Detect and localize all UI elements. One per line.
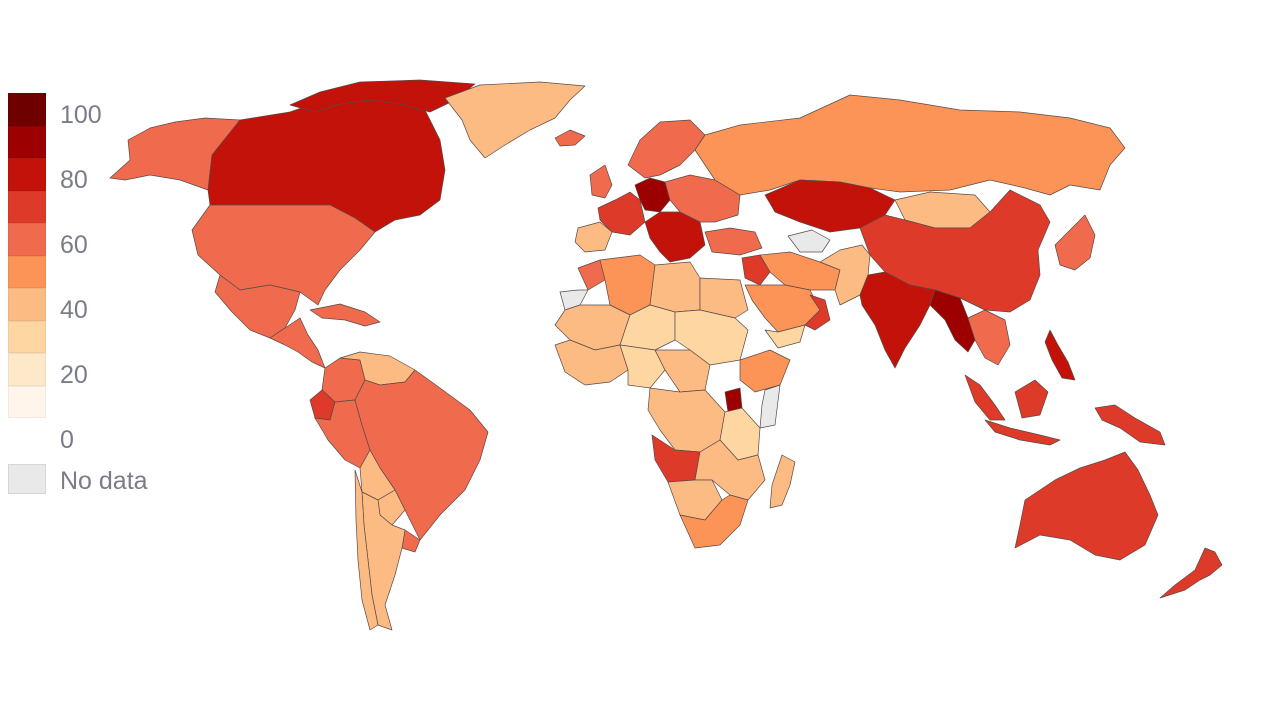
region-india[interactable] bbox=[859, 271, 936, 369]
region-papua[interactable] bbox=[1094, 404, 1166, 446]
region-australia[interactable] bbox=[1014, 451, 1159, 561]
legend-swatch-4 bbox=[8, 223, 46, 256]
legend-swatch-8 bbox=[8, 353, 46, 386]
color-legend: 100 80 60 40 20 0 No data bbox=[8, 93, 208, 503]
region-italy-balkans[interactable] bbox=[644, 211, 706, 263]
legend-swatch-5 bbox=[8, 255, 46, 288]
region-canadian-arctic[interactable] bbox=[289, 79, 476, 113]
region-central-europe[interactable] bbox=[634, 177, 671, 213]
region-libya[interactable] bbox=[649, 261, 701, 313]
region-ethiopia[interactable] bbox=[739, 349, 791, 393]
legend-tick-80: 80 bbox=[60, 166, 88, 194]
region-central-america[interactable] bbox=[269, 317, 326, 369]
region-western-sahara[interactable] bbox=[559, 289, 589, 311]
legend-tick-0: 0 bbox=[60, 426, 74, 454]
region-scandinavia[interactable] bbox=[627, 119, 706, 179]
legend-swatch-0 bbox=[8, 93, 46, 126]
region-yemen[interactable] bbox=[764, 324, 806, 349]
region-myanmar[interactable] bbox=[929, 289, 976, 353]
legend-tick-60: 60 bbox=[60, 231, 88, 259]
region-indonesia[interactable] bbox=[984, 379, 1061, 446]
region-iberia[interactable] bbox=[574, 221, 613, 253]
legend-swatch-9 bbox=[8, 385, 46, 418]
region-uk-ireland[interactable] bbox=[589, 164, 613, 199]
legend-no-data-label: No data bbox=[60, 467, 148, 495]
region-eastern-europe[interactable] bbox=[664, 174, 741, 223]
region-new-zealand[interactable] bbox=[1159, 547, 1223, 599]
region-horn-nodata[interactable] bbox=[759, 384, 781, 429]
legend-tick-20: 20 bbox=[60, 361, 88, 389]
region-iceland[interactable] bbox=[554, 129, 586, 147]
legend-tick-100: 100 bbox=[60, 101, 102, 129]
region-greenland[interactable] bbox=[444, 81, 586, 159]
legend-tick-40: 40 bbox=[60, 296, 88, 324]
region-central-asia-nodata[interactable] bbox=[787, 229, 831, 253]
region-malaysia[interactable] bbox=[964, 374, 1006, 421]
region-levant[interactable] bbox=[741, 254, 771, 286]
legend-swatch-1 bbox=[8, 125, 46, 158]
region-se-asia[interactable] bbox=[967, 309, 1011, 366]
legend-color-scale bbox=[8, 93, 46, 418]
region-chile[interactable] bbox=[354, 469, 379, 631]
region-turkey[interactable] bbox=[704, 227, 763, 256]
region-caribbean[interactable] bbox=[309, 303, 381, 327]
region-philippines[interactable] bbox=[1044, 329, 1076, 381]
region-oman[interactable] bbox=[804, 294, 831, 331]
region-brazil[interactable] bbox=[354, 369, 489, 541]
legend-swatch-7 bbox=[8, 320, 46, 353]
legend-swatch-6 bbox=[8, 288, 46, 321]
region-russia[interactable] bbox=[694, 94, 1126, 196]
legend-swatch-3 bbox=[8, 190, 46, 223]
region-madagascar[interactable] bbox=[769, 454, 796, 509]
region-korea-japan[interactable] bbox=[1054, 214, 1096, 271]
region-usa[interactable] bbox=[191, 204, 376, 306]
region-south-africa[interactable] bbox=[679, 494, 749, 549]
legend-no-data-swatch bbox=[8, 464, 46, 494]
region-egypt[interactable] bbox=[699, 277, 749, 319]
legend-swatch-2 bbox=[8, 158, 46, 191]
